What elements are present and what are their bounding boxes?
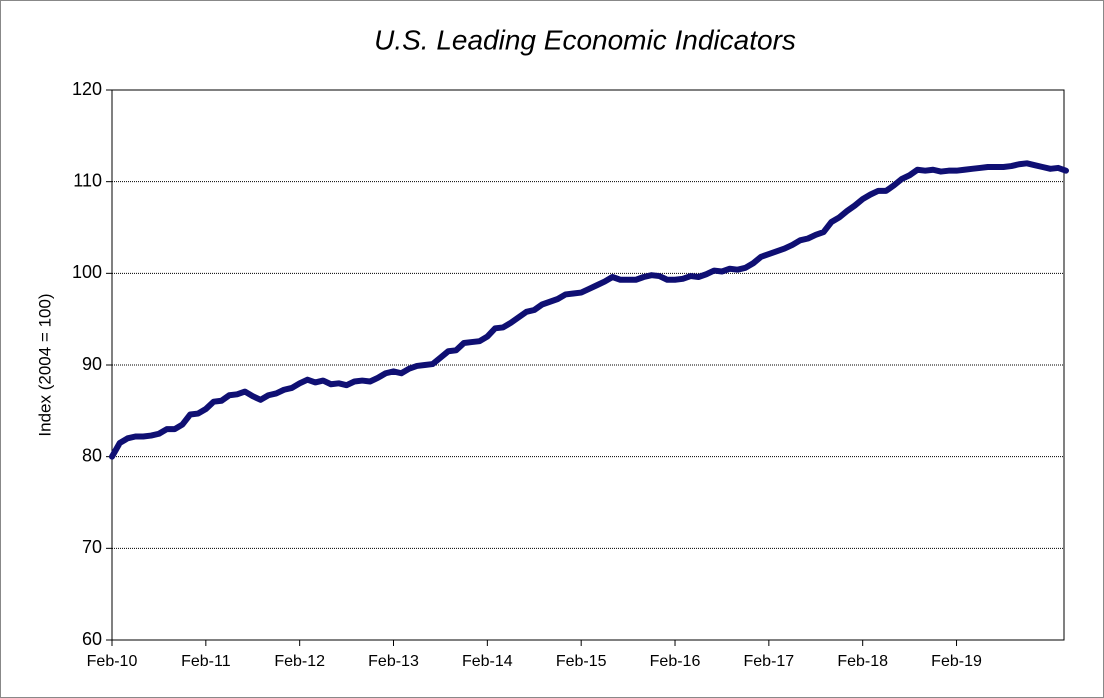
y-tick-label: 90	[82, 354, 102, 374]
chart-title: U.S. Leading Economic Indicators	[374, 24, 796, 55]
x-tick-label: Feb-10	[87, 653, 138, 670]
x-tick-label: Feb-12	[274, 653, 325, 670]
y-tick-label: 110	[73, 170, 102, 190]
x-tick-label: Feb-19	[931, 653, 982, 670]
y-tick-label: 100	[72, 262, 102, 282]
x-tick-label: Feb-13	[368, 653, 419, 670]
x-tick-label: Feb-16	[650, 653, 701, 670]
x-tick-label: Feb-17	[744, 653, 795, 670]
x-tick-label: Feb-15	[556, 653, 607, 670]
data-line	[109, 160, 1069, 460]
y-tick-label: 70	[82, 537, 102, 557]
y-tick-label: 60	[82, 629, 102, 649]
x-tick-label: Feb-14	[462, 653, 513, 670]
y-tick-label: 80	[82, 445, 102, 465]
plot-frame	[111, 89, 1065, 641]
y-tick-label: 120	[72, 79, 102, 99]
y-axis-label: Index (2004 = 100)	[35, 293, 54, 436]
x-tick-label: Feb-18	[837, 653, 888, 670]
x-tick-label: Feb-11	[181, 653, 231, 670]
